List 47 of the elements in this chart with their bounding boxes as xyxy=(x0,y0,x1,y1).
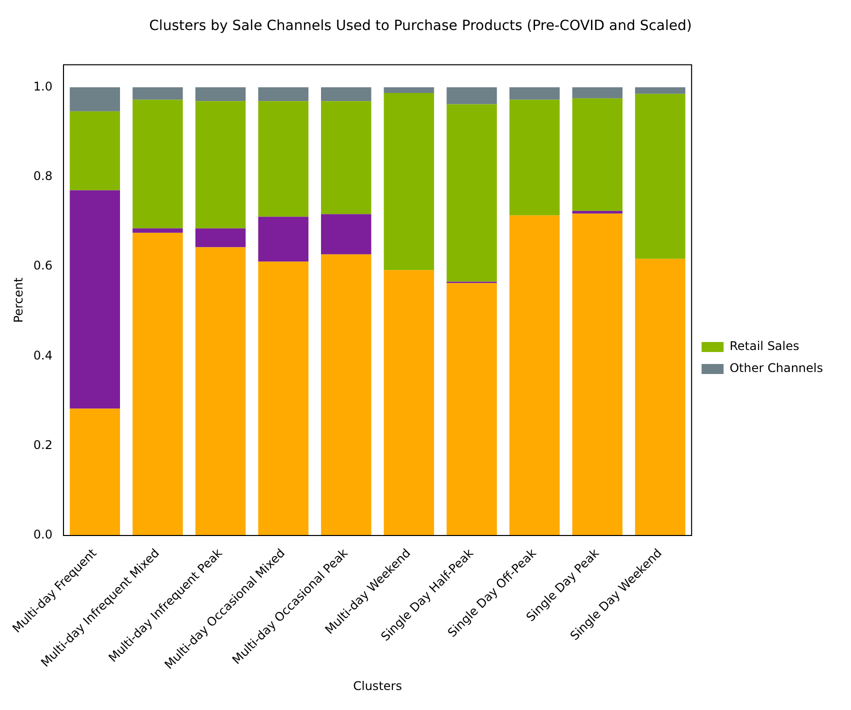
bar xyxy=(572,87,623,98)
bar xyxy=(70,190,120,409)
bar xyxy=(195,87,246,102)
bar xyxy=(258,262,308,536)
bar xyxy=(70,111,120,190)
bar xyxy=(572,210,623,214)
bar xyxy=(321,101,372,214)
legend-label: Other Channels xyxy=(730,361,823,376)
bar xyxy=(70,87,120,112)
bar xyxy=(509,100,560,216)
y-tick-label: 0.2 xyxy=(33,438,52,452)
x-axis-title: Clusters xyxy=(353,678,402,693)
y-tick-label: 0.6 xyxy=(33,258,52,273)
bar xyxy=(258,216,308,262)
bar xyxy=(446,87,497,104)
y-axis-title: Percent xyxy=(11,277,26,323)
bar xyxy=(258,101,308,217)
bar xyxy=(635,258,686,536)
chart-title: Clusters by Sale Channels Used to Purchase Products (Pre-COVID and Scaled) xyxy=(149,18,692,34)
bar xyxy=(509,215,560,536)
bar xyxy=(132,228,183,233)
bar xyxy=(635,94,686,259)
y-tick-label: 0.4 xyxy=(33,348,52,362)
bar xyxy=(321,214,372,254)
bar xyxy=(132,87,183,100)
bar xyxy=(321,254,372,536)
bar xyxy=(258,87,308,102)
bar xyxy=(132,232,183,536)
bar xyxy=(132,100,183,228)
bar xyxy=(384,87,434,94)
bar xyxy=(572,214,623,536)
bar xyxy=(572,98,623,211)
bar xyxy=(446,104,497,282)
bar xyxy=(195,247,246,536)
bar xyxy=(321,87,372,102)
bar xyxy=(384,93,434,270)
legend-label: Retail Sales xyxy=(730,339,800,354)
bar xyxy=(509,87,560,100)
bar xyxy=(195,228,246,248)
y-tick-label: 1.0 xyxy=(33,79,52,94)
y-tick-label: 0.0 xyxy=(33,528,52,542)
y-tick-label: 0.8 xyxy=(33,168,52,183)
bar xyxy=(195,101,246,228)
bar xyxy=(446,283,497,536)
bar xyxy=(635,87,686,94)
bar xyxy=(70,408,120,536)
bar xyxy=(384,270,434,536)
